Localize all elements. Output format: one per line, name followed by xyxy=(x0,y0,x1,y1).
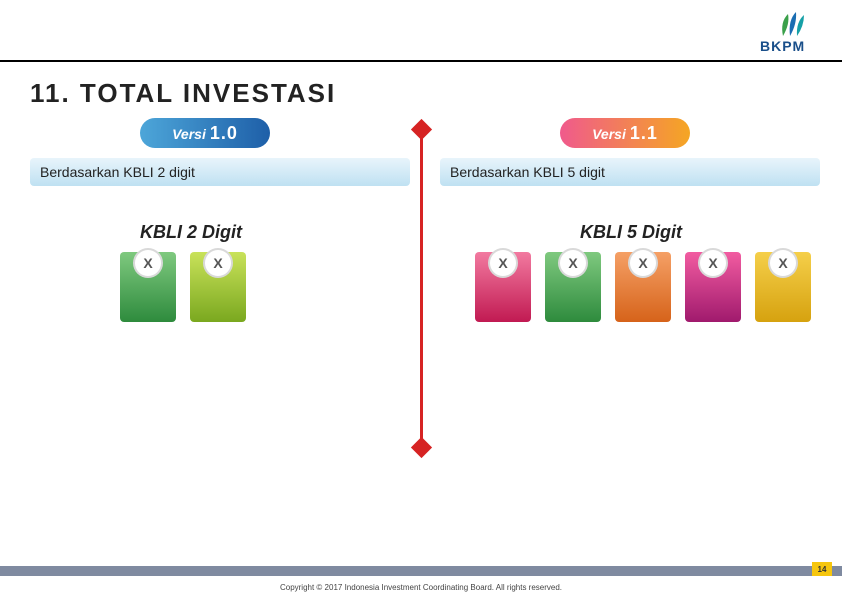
version-prefix: Versi xyxy=(592,126,626,142)
divider-diamond-bottom-icon xyxy=(411,437,432,458)
digit-bubble: X xyxy=(698,248,728,278)
version-number: 1.1 xyxy=(630,123,658,144)
version-pill-1-0: Versi 1.0 xyxy=(140,118,270,148)
subhead-right: KBLI 5 Digit xyxy=(580,222,682,243)
page-number-badge: 14 xyxy=(812,562,832,576)
copyright-text: Copyright © 2017 Indonesia Investment Co… xyxy=(0,583,842,592)
digit-tile: X xyxy=(120,252,176,322)
description-text: Berdasarkan KBLI 2 digit xyxy=(40,164,195,180)
description-band-right: Berdasarkan KBLI 5 digit xyxy=(440,158,820,186)
digit-tile: X xyxy=(545,252,601,322)
page-number: 14 xyxy=(818,565,827,574)
digit-bubble: X xyxy=(628,248,658,278)
version-prefix: Versi xyxy=(172,126,206,142)
digit-bubble: X xyxy=(768,248,798,278)
version-pill-1-1: Versi 1.1 xyxy=(560,118,690,148)
vertical-divider xyxy=(420,128,423,448)
footer-bar xyxy=(0,566,842,576)
description-band-left: Berdasarkan KBLI 2 digit xyxy=(30,158,410,186)
digit-bubble: X xyxy=(558,248,588,278)
page-title: 11. TOTAL INVESTASI xyxy=(30,78,336,109)
divider-diamond-top-icon xyxy=(411,119,432,140)
digit-bubble: X xyxy=(488,248,518,278)
tiles-right: XXXXX xyxy=(475,252,811,322)
horizontal-rule xyxy=(0,60,842,62)
slide: BKPM 11. TOTAL INVESTASI Versi 1.0 Versi… xyxy=(0,0,842,596)
description-text: Berdasarkan KBLI 5 digit xyxy=(450,164,605,180)
logo-leaves-icon xyxy=(778,12,808,38)
digit-tile: X xyxy=(615,252,671,322)
digit-bubble: X xyxy=(203,248,233,278)
tiles-left: XX xyxy=(120,252,246,322)
digit-bubble: X xyxy=(133,248,163,278)
digit-tile: X xyxy=(475,252,531,322)
brand-name: BKPM xyxy=(760,38,805,54)
digit-tile: X xyxy=(755,252,811,322)
version-number: 1.0 xyxy=(210,123,238,144)
subhead-left: KBLI 2 Digit xyxy=(140,222,242,243)
digit-tile: X xyxy=(190,252,246,322)
digit-tile: X xyxy=(685,252,741,322)
brand-logo: BKPM xyxy=(760,12,820,52)
